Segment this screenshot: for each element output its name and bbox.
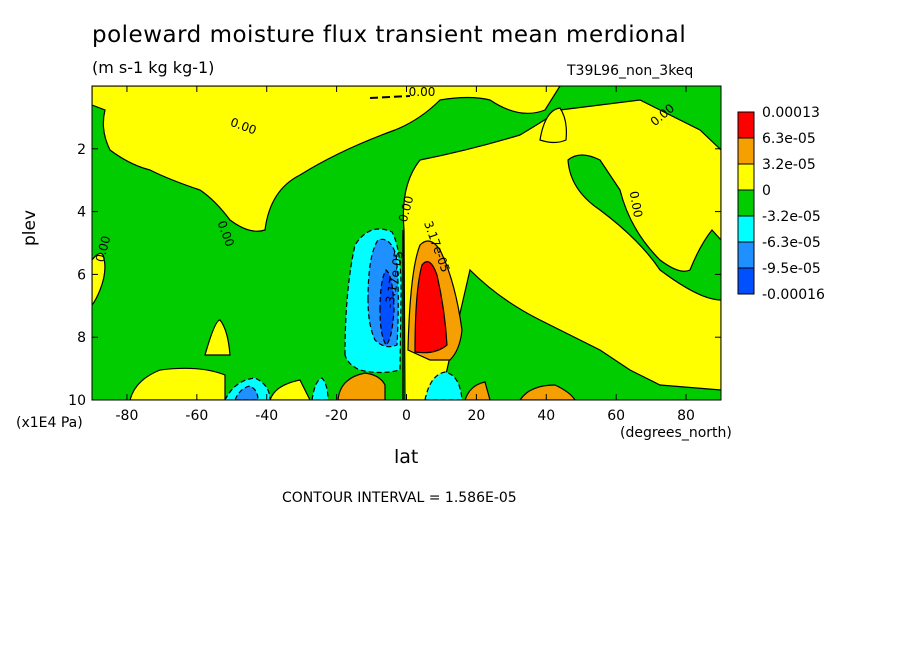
x-tick-label: -20 (325, 408, 348, 424)
blue-region-bottom (234, 385, 259, 400)
x-tick-label: -60 (185, 408, 208, 424)
y-tick-label: 6 (77, 267, 86, 283)
chart-title: poleward moisture flux transient mean me… (92, 22, 687, 48)
darkblue-region-core (379, 269, 395, 346)
run-label: T39L96_non_3keq (567, 63, 694, 79)
legend-label: -9.5e-05 (762, 261, 821, 277)
legend-label: 6.3e-05 (762, 131, 816, 147)
legend-label: 3.2e-05 (762, 157, 816, 173)
contour-dashed-top (369, 95, 411, 99)
contour-label: 0.00 (396, 194, 416, 223)
legend-swatch (737, 111, 755, 139)
x-axis: -80 -60 -40 -20 0 20 40 60 80 (116, 86, 695, 424)
y-axis-label: plev (20, 209, 40, 246)
x-tick-label: -80 (116, 408, 139, 424)
y-tick-label: 4 (77, 205, 86, 221)
legend-swatch (737, 189, 755, 217)
x-axis-label: lat (394, 446, 419, 468)
yellow-region-bottom-mid (269, 379, 311, 400)
legend-label: 0 (762, 183, 771, 199)
x-tick-label: -40 (255, 408, 278, 424)
legend-label: -6.3e-05 (762, 235, 821, 251)
yellow-region-left (92, 252, 106, 306)
legend-label: -3.2e-05 (762, 209, 821, 225)
y-tick-label: 2 (77, 142, 86, 158)
x-tick-label: 60 (607, 408, 625, 424)
contour-label: 0.00 (627, 190, 645, 219)
orange-region-bottom-far (519, 384, 576, 400)
cyan-region-bottom-2 (311, 377, 329, 400)
contour-label: 0.00 (93, 234, 113, 263)
legend-swatch (737, 241, 755, 269)
units-label: (m s-1 kg kg-1) (92, 58, 215, 77)
contour-interval-label: CONTOUR INTERVAL = 1.586E-05 (282, 490, 517, 506)
cyan-region-bottom-3 (424, 371, 463, 400)
red-region-core (414, 261, 448, 354)
yellow-region-small-1 (204, 319, 231, 356)
x-tick-label: 20 (467, 408, 485, 424)
orange-region-bottom-south (337, 372, 386, 400)
y-units-label: (x1E4 Pa) (16, 415, 83, 431)
y-tick-label: 8 (77, 330, 86, 346)
legend-swatch (737, 267, 755, 295)
colorbar-legend: 0.00013 6.3e-05 3.2e-05 0 -3.2e-05 -6.3e-05 -9… (737, 105, 825, 303)
x-tick-label: 40 (537, 408, 555, 424)
legend-swatch (737, 215, 755, 243)
y-tick-label: 10 (68, 393, 86, 409)
legend-swatch (737, 137, 755, 165)
legend-swatch (737, 163, 755, 191)
yellow-region-top (92, 86, 561, 232)
yellow-region-bottom-left (129, 367, 226, 400)
contour-field (92, 86, 721, 400)
contour-label: 0.00 (409, 85, 436, 99)
x-units-label: (degrees_north) (620, 425, 732, 441)
x-tick-label: 80 (677, 408, 695, 424)
x-tick-label: 0 (402, 408, 411, 424)
legend-label: 0.00013 (762, 105, 820, 121)
y-axis: 2 4 6 8 10 (68, 142, 721, 409)
yellow-region-north (402, 99, 721, 400)
legend-label: -0.00016 (762, 287, 825, 303)
orange-region-bottom-north (464, 381, 491, 400)
yellow-region-small-2 (539, 107, 567, 144)
